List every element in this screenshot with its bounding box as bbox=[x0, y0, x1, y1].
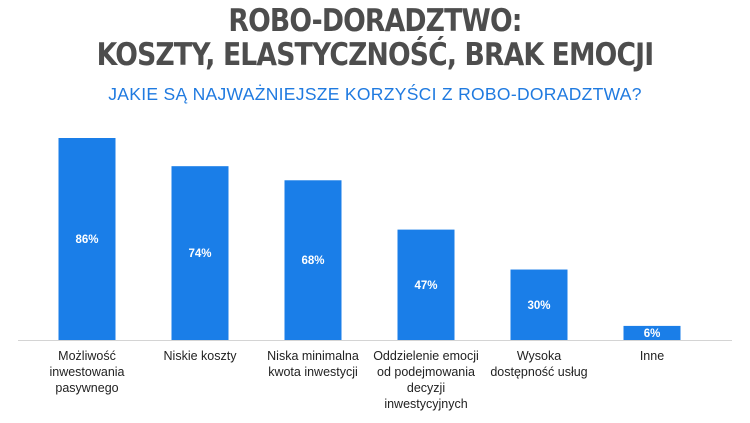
chart-title-line-2: KOSZTY, ELASTYCZNOŚĆ, BRAK EMOCJI bbox=[96, 37, 654, 73]
bar-1 bbox=[171, 166, 229, 340]
bar-3 bbox=[397, 229, 455, 340]
category-label-3-line-3: inwestycyjnych bbox=[384, 397, 467, 411]
category-label-0-line-2: pasywnego bbox=[55, 381, 118, 395]
category-label-2-line-1: kwota inwestycji bbox=[268, 365, 358, 379]
category-label-3-line-2: decyzji bbox=[407, 381, 445, 395]
bar-value-label-0: 86% bbox=[75, 234, 98, 246]
bar-value-label-4: 30% bbox=[527, 300, 550, 312]
category-label-3-line-1: od podejmowania bbox=[377, 365, 475, 379]
bar-value-label-5: 6% bbox=[644, 328, 661, 340]
bar-5 bbox=[623, 325, 681, 340]
bar-2 bbox=[284, 180, 342, 340]
category-label-0-line-0: Możliwość bbox=[58, 349, 116, 363]
category-label-4-line-0: Wysoka bbox=[517, 349, 561, 363]
bar-value-label-1: 74% bbox=[188, 248, 211, 260]
category-label-1-line-0: Niskie koszty bbox=[164, 349, 238, 363]
chart-subtitle: JAKIE SĄ NAJWAŻNIEJSZE KORZYŚCI Z ROBO-D… bbox=[108, 84, 642, 104]
chart-title-line-1: ROBO-DORADZTWO: bbox=[228, 3, 522, 39]
category-label-5-line-0: Inne bbox=[640, 349, 664, 363]
bar-0 bbox=[58, 138, 116, 340]
category-label-3-line-0: Oddzielenie emocji bbox=[373, 349, 479, 363]
bar-4 bbox=[510, 269, 568, 340]
bar-value-label-3: 47% bbox=[414, 280, 437, 292]
category-label-2-line-0: Niska minimalna bbox=[267, 349, 359, 363]
category-label-4-line-1: dostępność usług bbox=[490, 365, 587, 379]
category-label-0-line-1: inwestowania bbox=[49, 365, 124, 379]
bar-value-label-2: 68% bbox=[301, 255, 324, 267]
